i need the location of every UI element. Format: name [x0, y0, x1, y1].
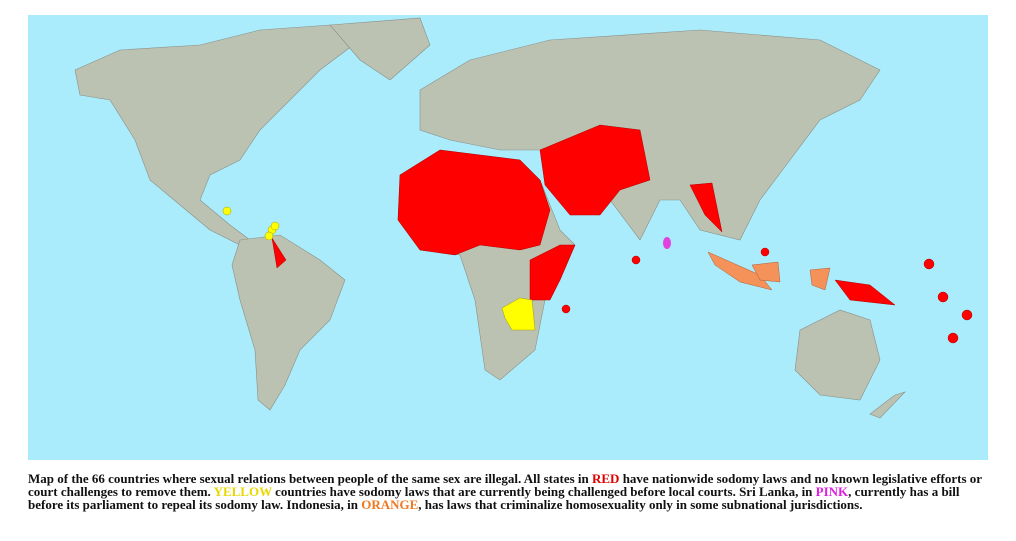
caption-text: , has laws that criminalize homosexualit…: [418, 497, 863, 512]
red-label: RED: [592, 471, 620, 486]
caption: Map of the 66 countries where sexual rel…: [28, 472, 988, 511]
orange-country: [707, 251, 831, 291]
caption-text: have nationwide sodomy laws and no known…: [28, 471, 982, 499]
yellow-countries: [222, 206, 536, 331]
caption-text: countries have sodomy laws that are curr…: [271, 484, 816, 499]
world-map: [28, 15, 988, 460]
pink-label: PINK: [815, 484, 849, 499]
yellow-label: YELLOW: [213, 484, 272, 499]
orange-label: ORANGE: [361, 497, 419, 512]
caption-text: Map of the 66 countries where sexual rel…: [28, 471, 592, 486]
red-countries: [271, 124, 973, 344]
caption-text: , currently has a bill before its parlia…: [28, 484, 960, 512]
sri-lanka: [663, 237, 671, 249]
